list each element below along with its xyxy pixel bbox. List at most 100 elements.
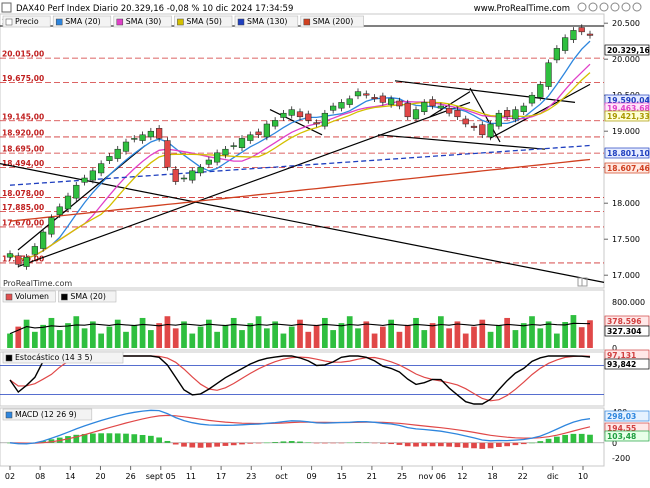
volume-tick-label: 800.000 xyxy=(612,298,645,307)
price-legend-swatch xyxy=(5,18,13,26)
level-label: 18.920,00 xyxy=(2,128,44,137)
macd-histogram-bar xyxy=(222,442,229,446)
macd-line xyxy=(9,409,591,445)
candle xyxy=(214,152,221,163)
volume-bar xyxy=(388,319,395,348)
volume-bar xyxy=(181,321,187,348)
candle xyxy=(280,112,287,118)
volume-bar xyxy=(313,324,320,348)
macd-histogram-bar xyxy=(537,441,544,443)
macd-histogram-bar xyxy=(388,442,395,445)
macd-histogram-bar xyxy=(255,442,262,444)
volume-bar xyxy=(512,330,519,348)
x-tick-label: 22 xyxy=(518,472,528,481)
macd-tag xyxy=(604,410,650,422)
macd-tag-text: 103,48 xyxy=(607,432,636,441)
macd-histogram-bar xyxy=(230,442,237,446)
volume-tag-text: 327.304 xyxy=(607,327,642,336)
macd-histogram-bar xyxy=(197,442,204,448)
window-controls[interactable] xyxy=(577,2,642,12)
candle xyxy=(81,177,88,183)
header: DAX40 Perf Index Diario 20.329,16 -0,08 … xyxy=(1,2,642,14)
candle xyxy=(313,122,320,125)
brand-link[interactable]: www.ProRealTime.com xyxy=(474,4,570,14)
macd-histogram-bar xyxy=(529,442,535,444)
volume-bar xyxy=(479,319,486,348)
stoch-panel-frame xyxy=(0,351,605,407)
trend-line[interactable] xyxy=(17,101,471,268)
volume-tag-text: 378.596 xyxy=(607,317,642,326)
x-tick-label: dic xyxy=(547,472,559,481)
macd-legend-box[interactable] xyxy=(2,408,93,421)
trend-line[interactable] xyxy=(489,83,591,139)
macd-histogram-bar xyxy=(562,434,569,443)
x-tick-label: 20 xyxy=(95,472,105,481)
candle xyxy=(56,206,63,215)
macd-histogram-bar xyxy=(272,442,279,443)
macd-histogram-bar xyxy=(404,442,411,447)
price-panel-frame xyxy=(0,13,605,289)
price-tag xyxy=(604,162,650,174)
volume-bar xyxy=(504,317,511,348)
volume-bar xyxy=(520,323,527,348)
trend-line[interactable] xyxy=(269,109,323,136)
price-tag xyxy=(604,110,650,122)
stoch-legend-box[interactable] xyxy=(2,351,124,364)
x-tick-label: nov 06 xyxy=(418,472,445,481)
macd-histogram-bar xyxy=(189,442,196,448)
price-panel: 20.461,8520.015,0019.675,0019.145,0018.9… xyxy=(0,17,640,283)
volume-bar xyxy=(396,331,403,348)
macd-histogram-bar xyxy=(413,442,419,447)
macd-histogram-bar xyxy=(520,442,527,445)
volume-bar xyxy=(247,323,254,348)
candle xyxy=(131,138,138,140)
x-tick-label: 18 xyxy=(487,472,497,481)
price-legend-swatch xyxy=(116,18,124,26)
trend-line[interactable] xyxy=(17,145,146,251)
candle xyxy=(106,156,113,161)
macd-legend-label: MACD (12 26 9) xyxy=(15,410,77,419)
volume-bar xyxy=(106,326,113,348)
x-tick-label: 26 xyxy=(126,472,136,481)
volume-legend-box[interactable] xyxy=(58,290,117,303)
volume-legend-swatch xyxy=(5,293,13,301)
macd-histogram-bar xyxy=(421,442,428,447)
candle xyxy=(412,109,420,120)
price-legend-box[interactable] xyxy=(113,15,172,28)
watermark: ProRealTime.com xyxy=(3,279,72,288)
price-tag-text: 18.801,10 xyxy=(607,149,650,158)
price-legend-box[interactable] xyxy=(174,15,233,28)
macd-histogram-bar xyxy=(330,442,337,444)
price-legend-box[interactable] xyxy=(2,15,51,28)
macd-histogram-bar xyxy=(131,434,138,443)
trend-line[interactable] xyxy=(469,87,501,143)
volume-bar xyxy=(570,315,577,348)
price-legend-box[interactable] xyxy=(52,15,112,28)
volume-bar xyxy=(355,328,361,348)
x-tick-label: 08 xyxy=(35,472,45,481)
candle xyxy=(180,177,188,180)
macd-histogram-bar xyxy=(578,433,585,443)
volume-bar xyxy=(156,323,163,348)
price-legend-label: SMA (130) xyxy=(247,17,287,26)
macd-histogram-bar xyxy=(65,436,71,443)
panel-toggle-icon[interactable] xyxy=(577,277,588,287)
candle xyxy=(31,246,38,255)
price-legend-box[interactable] xyxy=(234,15,299,28)
candle xyxy=(89,170,96,181)
candle xyxy=(205,159,212,165)
macd-histogram-bar xyxy=(247,442,254,444)
volume-bar xyxy=(330,330,337,348)
candle xyxy=(429,99,436,107)
trend-line[interactable] xyxy=(377,134,546,150)
volume-legend-box[interactable] xyxy=(2,290,56,303)
candle xyxy=(296,111,304,118)
macd-histogram-bar xyxy=(471,442,477,449)
candle xyxy=(164,140,171,168)
candle xyxy=(272,120,279,127)
price-tag xyxy=(604,44,650,56)
price-legend-box[interactable] xyxy=(300,15,364,28)
volume-tick-label: 0 xyxy=(612,344,617,353)
macd-panel: 4000-200 xyxy=(0,408,630,463)
candle xyxy=(189,170,196,181)
